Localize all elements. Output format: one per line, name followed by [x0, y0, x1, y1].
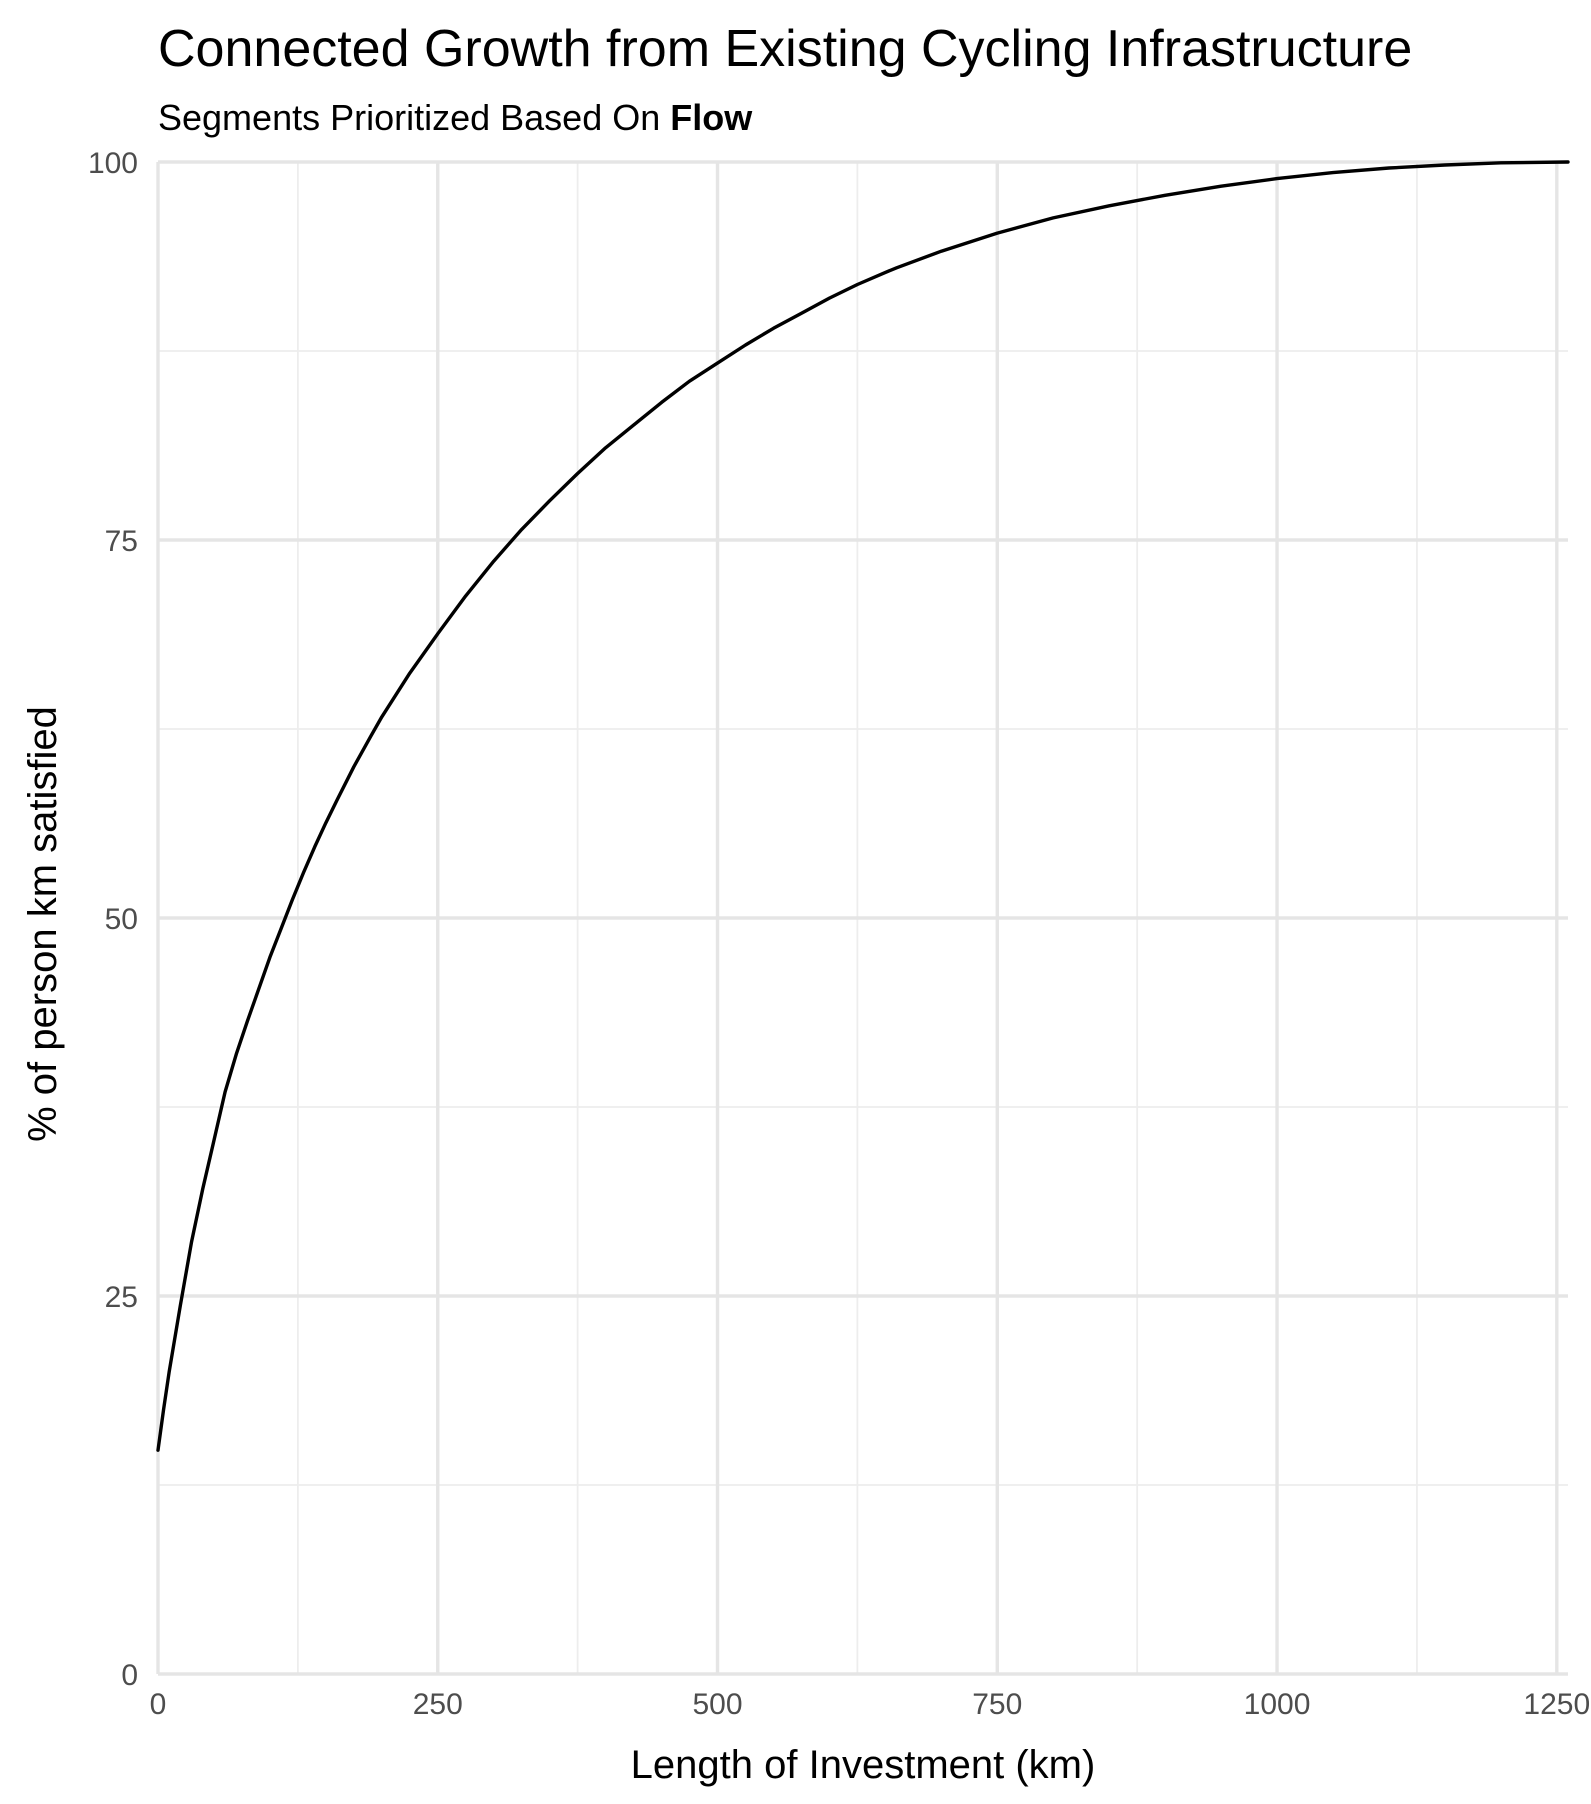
- y-tick-label: 25: [105, 1281, 138, 1314]
- x-tick-label: 750: [972, 1688, 1022, 1721]
- x-tick-label: 0: [150, 1688, 167, 1721]
- plot-grid: [156, 160, 1568, 1676]
- series-line: [156, 160, 1570, 1452]
- x-tick-label: 1000: [1244, 1688, 1311, 1721]
- chart-subtitle-emphasis: Flow: [670, 97, 753, 138]
- y-tick-label: 100: [88, 147, 138, 180]
- y-tick-label: 0: [121, 1659, 138, 1692]
- chart-title: Connected Growth from Existing Cycling I…: [158, 20, 1412, 78]
- x-tick-label: 1250: [1523, 1688, 1590, 1721]
- series-layer: [156, 160, 1570, 1452]
- chart-subtitle: Segments Prioritized Based On Flow: [158, 97, 753, 138]
- y-tick-label: 75: [105, 525, 138, 558]
- y-tick-label: 50: [105, 903, 138, 936]
- x-tick-label: 500: [692, 1688, 742, 1721]
- chart-subtitle-prefix: Segments Prioritized Based On: [158, 97, 670, 138]
- x-axis-title: Length of Investment (km): [631, 1743, 1096, 1787]
- y-axis-title: % of person km satisfied: [21, 706, 65, 1142]
- x-tick-label: 250: [413, 1688, 463, 1721]
- axis-ticks: 0 250 500 750 1000 1250 0 25 50 75 100: [88, 147, 1590, 1721]
